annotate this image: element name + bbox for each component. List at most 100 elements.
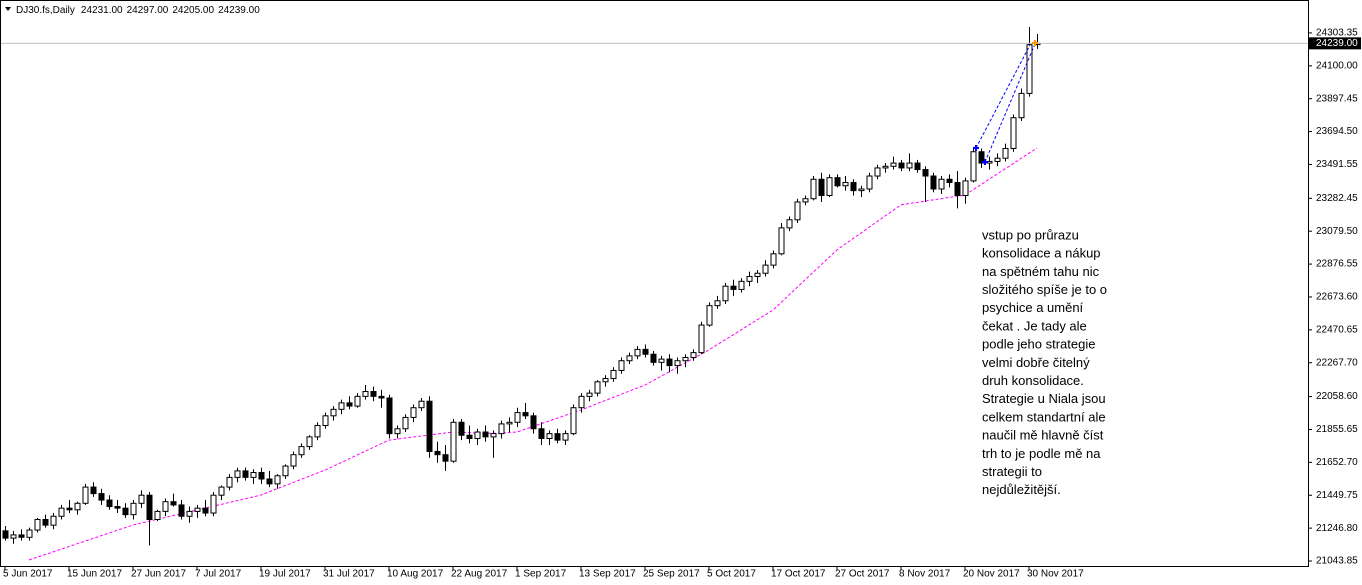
candle-body <box>1002 147 1009 159</box>
x-tick-label: 19 Jul 2017 <box>259 569 311 580</box>
candle-body <box>426 400 433 452</box>
candle-body <box>18 534 25 538</box>
candle-body <box>10 534 17 539</box>
y-tick-label: 23282.45 <box>1316 193 1358 204</box>
candle-body <box>234 470 241 478</box>
candle-body <box>610 369 617 380</box>
x-tick-label: 20 Nov 2017 <box>963 569 1020 580</box>
candle-body <box>506 421 513 425</box>
candle-body <box>882 165 889 169</box>
candle-body <box>906 162 913 169</box>
candle-body <box>754 272 761 277</box>
candle-body <box>858 188 865 192</box>
candle-body <box>82 486 89 504</box>
candle-body <box>618 360 625 371</box>
candle-body <box>202 507 209 514</box>
candle-body <box>466 434 473 439</box>
candle-body <box>274 475 281 485</box>
candle-body <box>666 358 673 367</box>
candle-body <box>346 402 353 407</box>
candle-body <box>898 162 905 169</box>
candle-body <box>602 378 609 383</box>
candle-body <box>682 356 689 362</box>
candle-body <box>1026 44 1033 94</box>
candle-body <box>122 507 129 516</box>
candle-body <box>514 412 521 423</box>
candle-body <box>178 504 185 517</box>
candle-body <box>130 502 137 516</box>
candle-body <box>810 178 817 200</box>
candle-body <box>458 421 465 436</box>
header-close: 24239.00 <box>218 5 260 16</box>
candle-body <box>586 392 593 397</box>
candle-body <box>490 433 497 438</box>
candle-body <box>842 182 849 187</box>
candle-body <box>34 519 41 531</box>
candle-body <box>946 178 953 184</box>
candle-body <box>746 275 753 282</box>
candle-body <box>330 408 337 417</box>
annotation-line: celkem standartní ale <box>982 409 1106 424</box>
x-tick-label: 10 Aug 2017 <box>387 569 444 580</box>
candle-body <box>538 428 545 439</box>
last-price-label: 24239.00 <box>1316 38 1358 49</box>
candle-body <box>42 519 49 526</box>
candle-body <box>914 162 921 171</box>
candle-body <box>442 454 449 462</box>
y-tick-label: 23079.50 <box>1316 226 1358 237</box>
candle-body <box>378 395 385 399</box>
annotation-line: podle jeho strategie <box>982 337 1095 352</box>
candle-body <box>690 352 697 358</box>
annotation-line: konsolidace a nákup <box>982 246 1101 261</box>
candle-body <box>474 431 481 439</box>
y-tick-label: 23491.55 <box>1316 159 1358 170</box>
candle-body <box>730 285 737 290</box>
candle-body <box>962 180 969 196</box>
candle-body <box>890 162 897 167</box>
candle-body <box>834 177 841 187</box>
candle-body <box>714 300 721 307</box>
candle-body <box>138 494 145 504</box>
candle-body <box>66 507 73 511</box>
x-tick-label: 7 Jul 2017 <box>195 569 242 580</box>
y-tick-label: 23897.45 <box>1316 93 1358 104</box>
last-price-box <box>1309 37 1361 50</box>
y-tick-label: 22470.65 <box>1316 324 1358 335</box>
header-open: 24231.00 <box>81 5 123 16</box>
candle-body <box>522 412 529 417</box>
candle-body <box>850 182 857 192</box>
x-tick-label: 5 Oct 2017 <box>707 569 756 580</box>
candle-body <box>370 391 377 397</box>
candle-body <box>866 175 873 190</box>
candle-body <box>450 421 457 462</box>
y-tick-label: 22673.60 <box>1316 292 1358 303</box>
menu-triangle[interactable] <box>5 7 11 11</box>
candle-body <box>978 151 985 164</box>
candle-body <box>826 177 833 196</box>
candle-body <box>874 167 881 177</box>
x-tick-label: 5 Jun 2017 <box>3 569 53 580</box>
y-tick-label: 21652.70 <box>1316 457 1358 468</box>
annotation-line: strategii to <box>982 464 1042 479</box>
candle-body <box>706 305 713 326</box>
candle-body <box>626 355 633 362</box>
candle-body <box>354 395 361 407</box>
candle-body <box>698 324 705 354</box>
candle-body <box>226 476 233 488</box>
candle-body <box>482 431 489 438</box>
candle-body <box>2 530 9 539</box>
candle-body <box>922 169 929 177</box>
candle-body <box>322 415 329 427</box>
candle-body <box>154 510 161 521</box>
candle-body <box>1018 92 1025 119</box>
annotation-line: na spětném tahu nic <box>982 264 1100 279</box>
candle-body <box>818 178 825 196</box>
candle-body <box>938 178 945 190</box>
annotation-line: naučil mě hlavně číst <box>982 428 1104 443</box>
candle-body <box>146 494 153 521</box>
candle-body <box>578 395 585 409</box>
candle-body <box>186 510 193 517</box>
x-tick-label: 8 Nov 2017 <box>899 569 951 580</box>
header-high: 24297.00 <box>127 5 169 16</box>
